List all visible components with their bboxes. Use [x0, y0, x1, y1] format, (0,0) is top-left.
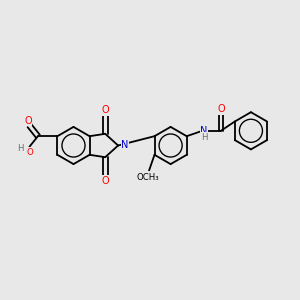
Text: O: O [217, 104, 225, 115]
Text: O: O [101, 105, 109, 116]
Text: O: O [24, 116, 32, 126]
Text: N: N [121, 140, 128, 151]
Text: O: O [101, 176, 109, 186]
Text: H: H [202, 133, 208, 142]
Text: O: O [26, 148, 33, 157]
Text: N: N [200, 126, 208, 136]
Text: OCH₃: OCH₃ [136, 172, 159, 182]
Text: H: H [18, 144, 24, 153]
